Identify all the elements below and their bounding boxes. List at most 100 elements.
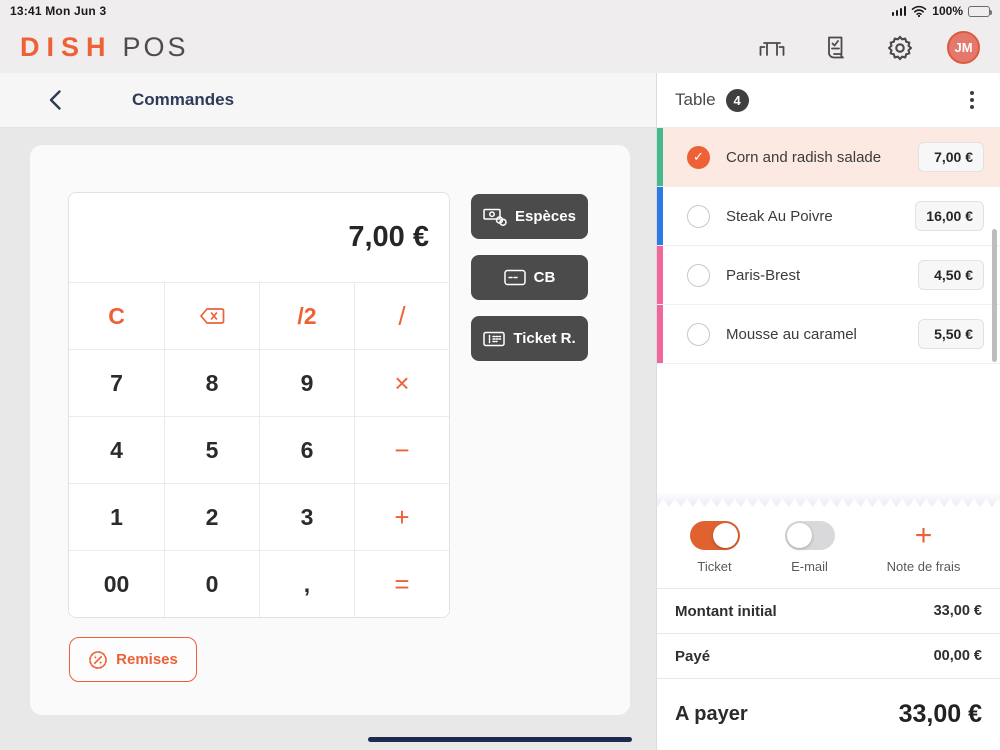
item-checkbox[interactable]: ✓ [687, 145, 710, 169]
expense-note-button[interactable]: + Note de frais [857, 519, 990, 575]
amount-due-row: A payer 33,00 € [657, 678, 1000, 750]
digit-2-key[interactable]: 2 [164, 483, 259, 550]
status-indicators: 100% [891, 4, 992, 18]
back-chevron-icon[interactable] [48, 89, 62, 111]
backspace-key[interactable] [164, 282, 259, 349]
equals-key[interactable]: = [354, 550, 449, 617]
voucher-icon [483, 331, 506, 346]
numpad: 7,00 € C /2 / [68, 192, 450, 618]
voucher-payment-button[interactable]: Ticket R. [471, 316, 588, 361]
item-checkbox[interactable] [687, 322, 710, 346]
orders-header: Commandes [0, 73, 656, 128]
table-number-badge: 4 [725, 88, 749, 112]
tables-icon[interactable] [755, 31, 789, 65]
total-label: Payé [675, 647, 711, 665]
orders-receipt-icon[interactable] [819, 31, 853, 65]
payment-card: 7,00 € C /2 / [30, 145, 630, 715]
total-value: 33,00 € [933, 603, 982, 619]
app-header: DISH POS JM [0, 22, 1000, 73]
payment-body: 7,00 € C /2 / [0, 128, 656, 750]
order-pane: Table 4 ✓ Corn and radish salade 7,00 € … [656, 73, 1000, 750]
order-item[interactable]: Paris-Brest 4,50 € [657, 246, 1000, 305]
scrollbar[interactable] [992, 229, 997, 362]
item-checkbox[interactable] [687, 204, 710, 228]
digit-0-key[interactable]: 0 [164, 550, 259, 617]
payment-summary: Ticket E-mail + Note de frais Montant in… [657, 493, 1000, 750]
plus-key[interactable]: + [354, 483, 449, 550]
page-title: Commandes [132, 90, 235, 109]
item-name: Corn and radish salade [726, 148, 882, 166]
clear-key[interactable]: C [69, 282, 164, 349]
initial-amount-row: Montant initial 33,00 € [657, 588, 1000, 633]
total-label: Montant initial [675, 602, 777, 620]
paid-amount-row: Payé 00,00 € [657, 633, 1000, 678]
logo-dish-text: DISH [20, 32, 113, 62]
item-name: Paris-Brest [726, 266, 801, 284]
cash-payment-button[interactable]: Espèces [471, 194, 588, 239]
digit-7-key[interactable]: 7 [69, 349, 164, 416]
toggle-switch[interactable] [784, 521, 835, 550]
plus-icon: + [914, 519, 933, 552]
order-item[interactable]: Mousse au caramel 5,50 € [657, 305, 1000, 364]
backspace-icon [200, 308, 225, 324]
credit-card-icon [503, 269, 526, 286]
receipt-zigzag-edge [657, 499, 1000, 507]
half-key[interactable]: /2 [259, 282, 354, 349]
home-indicator[interactable] [368, 737, 632, 742]
minus-key[interactable]: − [354, 416, 449, 483]
order-items: ✓ Corn and radish salade 7,00 € Steak Au… [657, 128, 1000, 364]
table-label: Table [675, 90, 716, 109]
battery-icon [968, 5, 992, 17]
pay-button-label: CB [533, 269, 556, 286]
header-icons: JM [755, 31, 980, 65]
item-name: Steak Au Poivre [726, 207, 833, 225]
digit-1-key[interactable]: 1 [69, 483, 164, 550]
total-value: 00,00 € [933, 648, 982, 664]
toggle-label: Ticket [697, 559, 732, 574]
course-color-strip [657, 246, 663, 304]
logo-pos-text: POS [122, 32, 189, 62]
more-options-icon[interactable] [958, 86, 986, 114]
digit-8-key[interactable]: 8 [164, 349, 259, 416]
item-price[interactable]: 4,50 € [918, 260, 984, 290]
card-payment-button[interactable]: CB [471, 255, 588, 300]
item-price[interactable]: 5,50 € [918, 319, 984, 349]
item-checkbox[interactable] [687, 263, 710, 287]
battery-percent: 100% [932, 4, 963, 18]
double-zero-key[interactable]: 00 [69, 550, 164, 617]
status-bar: 13:41 Mon Jun 3 100% [0, 0, 1000, 22]
user-avatar[interactable]: JM [947, 31, 980, 64]
receipt-options: Ticket E-mail + Note de frais [657, 507, 1000, 588]
numpad-grid: C /2 / 7 8 [69, 282, 449, 617]
ticket-toggle[interactable]: Ticket [667, 521, 762, 574]
due-label: A payer [675, 703, 748, 725]
course-color-strip [657, 305, 663, 363]
divide-key[interactable]: / [354, 282, 449, 349]
cash-icon [483, 208, 507, 226]
payment-methods: Espèces CB [471, 194, 588, 361]
toggle-label: E-mail [791, 559, 828, 574]
digit-9-key[interactable]: 9 [259, 349, 354, 416]
item-price[interactable]: 16,00 € [915, 201, 984, 231]
order-item[interactable]: Steak Au Poivre 16,00 € [657, 187, 1000, 246]
order-item[interactable]: ✓ Corn and radish salade 7,00 € [657, 128, 1000, 187]
settings-gear-icon[interactable] [883, 31, 917, 65]
digit-6-key[interactable]: 6 [259, 416, 354, 483]
expense-note-label: Note de frais [886, 559, 961, 574]
discounts-label: Remises [116, 651, 178, 668]
item-price[interactable]: 7,00 € [918, 142, 984, 172]
discounts-button[interactable]: Remises [69, 637, 197, 682]
course-color-strip [657, 128, 663, 186]
comma-key[interactable]: , [259, 550, 354, 617]
digit-3-key[interactable]: 3 [259, 483, 354, 550]
multiply-key[interactable]: × [354, 349, 449, 416]
digit-4-key[interactable]: 4 [69, 416, 164, 483]
item-name: Mousse au caramel [726, 325, 857, 343]
toggle-switch[interactable] [689, 521, 740, 550]
email-toggle[interactable]: E-mail [762, 521, 857, 574]
pay-button-label: Ticket R. [513, 330, 576, 347]
main-content: Commandes 7,00 € C [0, 73, 1000, 750]
due-value: 33,00 € [898, 700, 982, 728]
digit-5-key[interactable]: 5 [164, 416, 259, 483]
